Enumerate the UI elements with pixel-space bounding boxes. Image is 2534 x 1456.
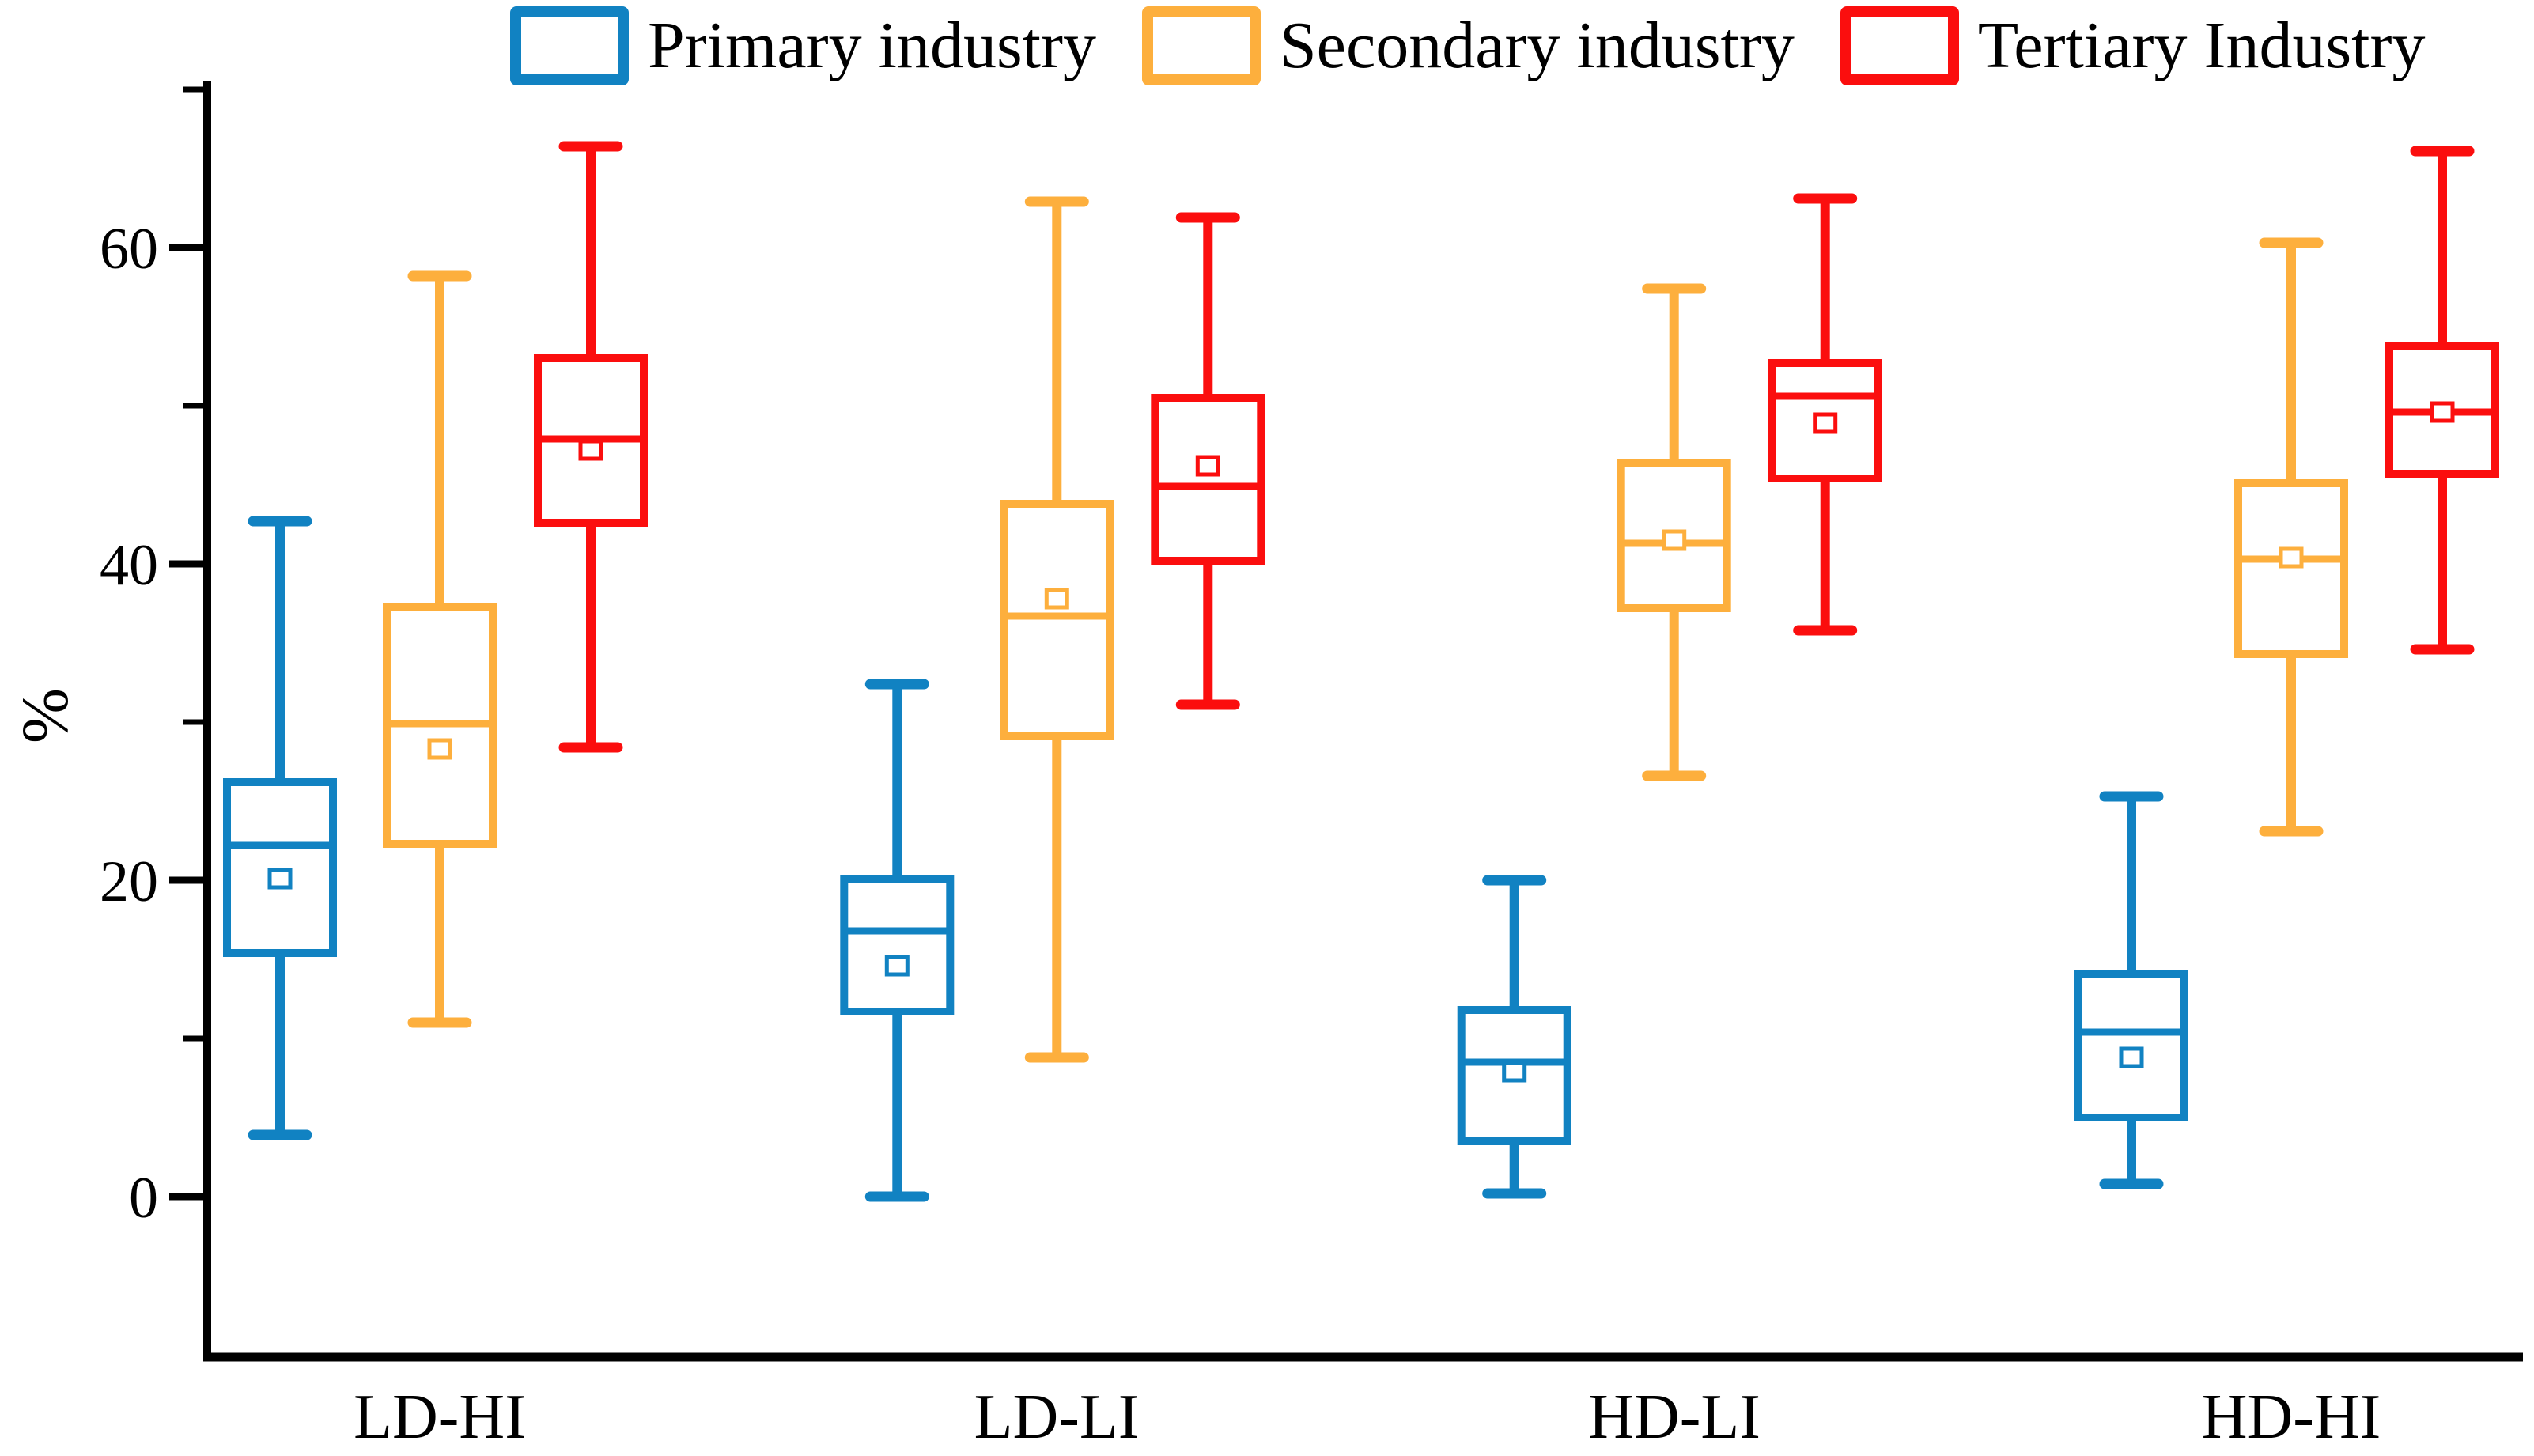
iqr-box — [2234, 479, 2348, 658]
legend-swatch-primary — [510, 6, 629, 85]
y-tick-label: 60 — [100, 217, 158, 282]
mean-marker — [884, 955, 910, 977]
legend-item-tertiary: Tertiary Industry — [1840, 6, 2426, 85]
x-category-label-hd-li: HD-LI — [1588, 1382, 1761, 1452]
legend: Primary industry Secondary industry Tert… — [510, 6, 2425, 85]
y-tick-label: 40 — [100, 533, 158, 598]
box-secondary-industry-hd-li — [1617, 283, 1731, 781]
box-tertiary-industry-hd-hi — [2385, 146, 2499, 655]
legend-item-secondary: Secondary industry — [1141, 6, 1795, 85]
legend-label-primary: Primary industry — [648, 9, 1096, 82]
mean-marker — [267, 868, 293, 890]
box-secondary-industry-ld-li — [1000, 196, 1114, 1063]
box-primary-industry-hd-hi — [2074, 791, 2188, 1189]
legend-label-tertiary: Tertiary Industry — [1977, 9, 2426, 82]
x-category-label-ld-li: LD-LI — [974, 1382, 1140, 1452]
mean-marker — [427, 738, 452, 760]
box-primary-industry-ld-hi — [223, 516, 337, 1140]
legend-swatch-tertiary — [1840, 6, 1959, 85]
box-secondary-industry-hd-hi — [2234, 237, 2348, 837]
iqr-box — [223, 778, 337, 957]
y-axis-title: % — [9, 688, 82, 743]
mean-marker — [2119, 1046, 2144, 1068]
box-tertiary-industry-hd-li — [1768, 193, 1882, 636]
iqr-box — [1151, 394, 1265, 565]
mean-marker — [578, 439, 603, 461]
box-primary-industry-ld-li — [840, 679, 955, 1202]
iqr-box — [2074, 970, 2188, 1121]
box-secondary-industry-ld-hi — [383, 270, 497, 1028]
box-tertiary-industry-ld-li — [1151, 212, 1265, 710]
iqr-box — [1457, 1006, 1571, 1145]
legend-label-secondary: Secondary industry — [1279, 9, 1795, 82]
mean-marker — [1502, 1061, 1527, 1083]
iqr-box — [1000, 500, 1114, 740]
x-category-label-hd-hi: HD-HI — [2201, 1382, 2381, 1452]
box-tertiary-industry-ld-hi — [534, 141, 648, 753]
mean-marker — [1662, 529, 1687, 551]
mean-marker — [1195, 455, 1220, 477]
box-primary-industry-hd-li — [1457, 875, 1571, 1199]
y-tick-label: 20 — [100, 849, 158, 914]
x-category-label-ld-hi: LD-HI — [354, 1382, 526, 1452]
mean-marker — [2279, 546, 2304, 569]
mean-marker — [2430, 401, 2455, 423]
legend-swatch-secondary — [1141, 6, 1261, 85]
mean-marker — [1813, 412, 1838, 434]
y-tick-label: 0 — [129, 1166, 158, 1231]
iqr-box — [840, 875, 955, 1015]
mean-marker — [1044, 588, 1069, 610]
legend-item-primary: Primary industry — [510, 6, 1096, 85]
